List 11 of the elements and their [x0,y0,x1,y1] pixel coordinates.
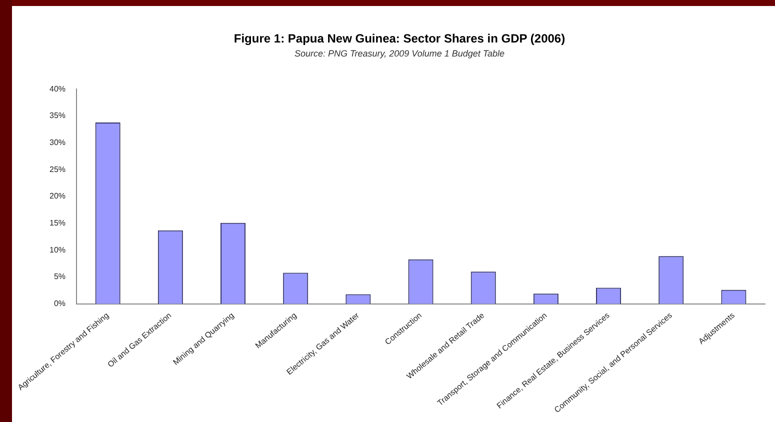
y-tick-label: 0% [54,299,66,308]
y-tick-label: 35% [50,111,66,120]
y-tick-label: 5% [54,272,66,282]
y-tick-label: 20% [50,192,66,201]
y-tick-label: 10% [50,245,66,254]
y-tick-label: 15% [50,218,66,228]
y-tick-label: 30% [50,138,66,148]
y-tick-label: 25% [50,164,66,174]
chart-subtitle: Source: PNG Treasury, 2009 Volume 1 Budget Table [294,48,505,58]
chart-title: Figure 1: Papua New Guinea: Sector Shares in GDP (2006) [234,32,566,46]
y-tick-label: 40% [50,84,66,94]
